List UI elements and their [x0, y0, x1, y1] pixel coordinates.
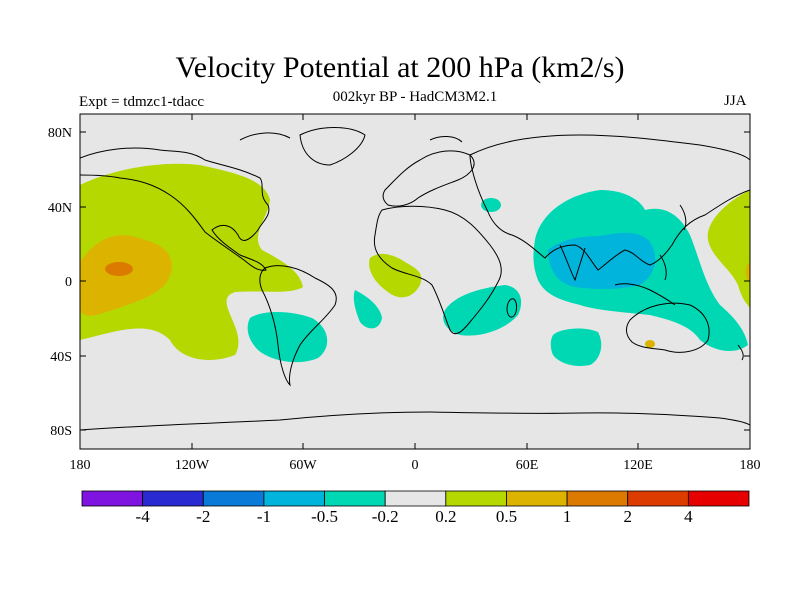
lat-labels: 80N 40N 0 40S 80S — [48, 126, 72, 439]
colorbar-swatch — [384, 490, 447, 507]
lat-label: 40N — [48, 201, 72, 216]
lon-ticks — [79, 114, 751, 449]
contour-negative-south-america — [247, 312, 328, 363]
lat-label: 40S — [50, 350, 72, 365]
contour-0.5-pacific — [80, 235, 172, 316]
colorbar-label: -2 — [196, 507, 210, 526]
lat-label: 0 — [65, 275, 72, 290]
lon-label: 180 — [70, 458, 91, 473]
coastlines — [80, 127, 750, 431]
contour-positive-australia — [645, 340, 655, 348]
contour-negative-south-africa — [443, 285, 522, 336]
colorbar-swatch — [445, 490, 507, 507]
lon-label: 0 — [412, 458, 419, 473]
contour-0.5-east-edge — [745, 262, 750, 282]
colorbar-label: -0.5 — [311, 507, 338, 526]
colorbar-label: -4 — [136, 507, 151, 526]
lat-label: 80S — [50, 424, 72, 439]
colorbar-swatch — [506, 490, 568, 507]
lon-labels: 180 120W 60W 0 60E 120E 180 — [70, 458, 761, 473]
lon-label: 120W — [175, 458, 210, 473]
colorbar-label: 4 — [684, 507, 693, 526]
contour-positive-pacific — [80, 163, 303, 360]
contour-negative-arabia — [481, 198, 501, 212]
contour-negative-south-indian — [550, 328, 602, 366]
colorbar-swatch — [566, 490, 629, 507]
colorbar-swatch — [202, 490, 265, 507]
season-label: JJA — [724, 93, 747, 109]
colorbar-label: 0.2 — [435, 507, 456, 526]
colorbar-label: 1 — [563, 507, 572, 526]
contour-1-pacific — [105, 262, 133, 276]
contour-positive-west-africa — [369, 253, 422, 298]
colorbar-label: -0.2 — [372, 507, 399, 526]
contour-negative-south-atlantic — [353, 290, 382, 329]
lat-label: 80N — [48, 126, 72, 141]
colorbar: -4 -2 -1 -0.5 -0.2 0.2 0.5 1 2 4 — [81, 490, 750, 526]
colorbar-label: -1 — [257, 507, 271, 526]
lon-label: 60E — [516, 458, 539, 473]
colorbar-label: 0.5 — [496, 507, 517, 526]
lon-label: 120E — [623, 458, 653, 473]
map-subtitle: 002kyr BP - HadCM3M2.1 — [332, 89, 498, 105]
colorbar-label: 2 — [623, 507, 632, 526]
lon-label: 60W — [289, 458, 317, 473]
colorbar-swatch — [81, 490, 144, 507]
colorbar-swatch — [687, 490, 750, 507]
contour-fill-group — [80, 127, 750, 431]
contour-positive-east-edge — [707, 190, 750, 308]
contour-neg05-asia — [548, 232, 656, 290]
colorbar-swatch — [263, 490, 325, 507]
lon-label: 180 — [740, 458, 761, 473]
lat-ticks — [80, 131, 750, 431]
colorbar-swatch — [324, 490, 386, 507]
colorbar-swatch — [142, 490, 204, 507]
map-title: Velocity Potential at 200 hPa (km2/s) — [175, 51, 625, 84]
colorbar-swatch — [627, 490, 689, 507]
experiment-label: Expt = tdmzc1-tdacc — [79, 94, 205, 110]
